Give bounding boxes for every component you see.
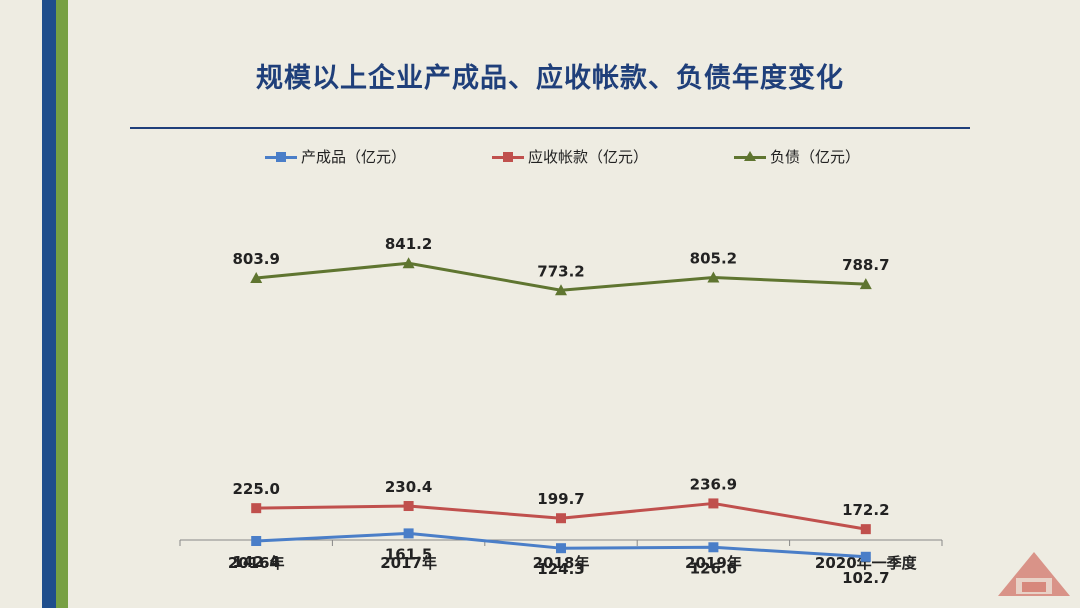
data-label: 126.6 <box>690 559 737 577</box>
data-point <box>708 498 719 509</box>
x-tick-label: 2018年 <box>533 554 590 572</box>
data-point <box>707 271 720 283</box>
chart-legend: 产成品（亿元） 应收帐款（亿元） 负债（亿元） <box>0 146 1080 170</box>
title-underline <box>130 127 970 129</box>
data-label: 773.2 <box>537 262 584 280</box>
data-point <box>556 543 566 554</box>
data-point <box>403 501 414 512</box>
data-point <box>555 284 567 296</box>
logo-watermark <box>998 552 1070 596</box>
data-label: 236.9 <box>690 475 737 493</box>
data-label: 199.7 <box>537 490 584 508</box>
x-tick-label: 2017年 <box>380 554 437 572</box>
legend-label-finished-goods: 产成品（亿元） <box>301 148 407 166</box>
data-point <box>708 542 719 553</box>
legend-swatch-liabilities <box>734 150 766 164</box>
legend-item-receivables: 应收帐款（亿元） <box>492 146 648 167</box>
data-label: 841.2 <box>385 235 432 253</box>
legend-label-liabilities: 负债（亿元） <box>770 148 861 166</box>
data-point <box>860 551 871 562</box>
x-tick-label: 2019年 <box>685 554 742 572</box>
legend-swatch-finished-goods <box>265 150 297 164</box>
data-point <box>860 524 871 535</box>
data-label: 803.9 <box>232 250 279 268</box>
data-point <box>859 278 872 290</box>
legend-item-liabilities: 负债（亿元） <box>734 146 860 167</box>
data-point <box>251 503 262 514</box>
data-label: 161.5 <box>385 545 432 563</box>
legend-label-receivables: 应收帐款（亿元） <box>528 148 649 166</box>
data-label: 102.7 <box>842 569 889 587</box>
left-accent-bar-blue <box>42 0 56 608</box>
data-label: 124.3 <box>537 560 584 578</box>
data-point <box>251 535 262 546</box>
data-label: 225.0 <box>232 480 279 498</box>
x-tick-label: 2020年一季度 <box>815 554 918 572</box>
x-tick-label: 2016年 <box>228 554 285 572</box>
data-label: 142.4 <box>232 553 279 571</box>
data-point <box>556 513 566 524</box>
data-label: 172.2 <box>842 501 889 519</box>
data-point <box>250 272 263 284</box>
legend-swatch-receivables <box>492 150 524 164</box>
data-label: 788.7 <box>842 256 889 274</box>
page-title: 规模以上企业产成品、应收帐款、负债年度变化 <box>256 63 844 94</box>
data-label: 230.4 <box>385 478 432 496</box>
data-label: 805.2 <box>690 250 737 268</box>
legend-item-finished-goods: 产成品（亿元） <box>265 146 406 167</box>
left-accent-bar-green <box>56 0 68 608</box>
data-point <box>403 528 414 539</box>
data-point <box>402 257 415 269</box>
